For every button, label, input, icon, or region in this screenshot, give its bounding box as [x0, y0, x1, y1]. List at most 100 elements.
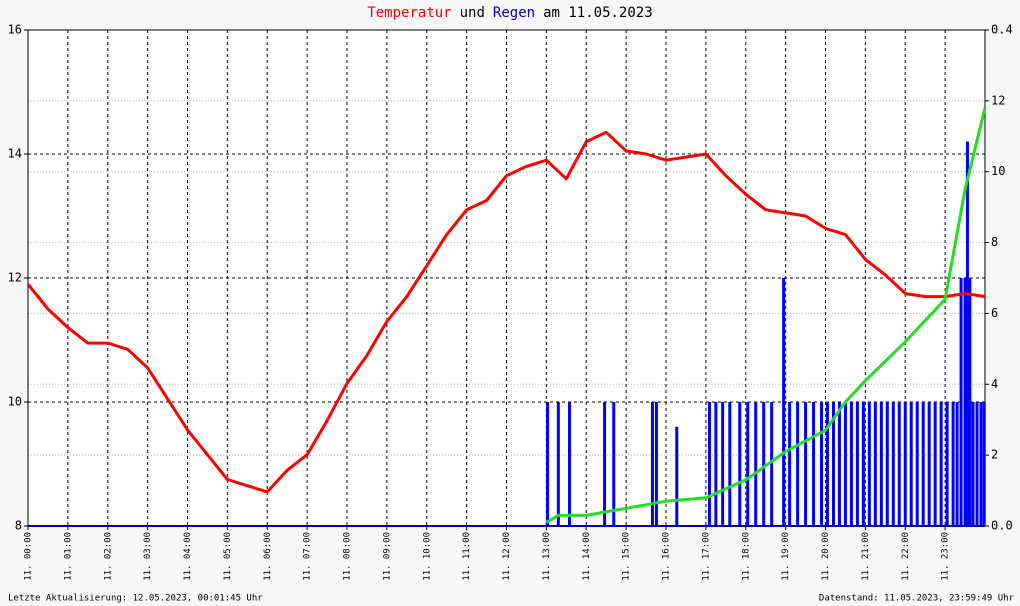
title-part: und [460, 5, 485, 21]
title-part: Temperatur [367, 5, 451, 21]
rain-bar [885, 402, 889, 526]
x-tick-label: 11. 02:00 [103, 532, 113, 581]
rain-bar [849, 402, 853, 526]
y-tick-label: 8 [15, 519, 22, 533]
rain-bar [982, 402, 986, 526]
x-tick-label: 11. 19:00 [781, 532, 791, 581]
x-tick-label: 11. 14:00 [582, 532, 592, 581]
x-tick-label: 11. 05:00 [223, 532, 233, 581]
x-tick-label: 11. 15:00 [622, 532, 632, 581]
rain-bar [955, 402, 959, 526]
rain-bar [675, 426, 679, 526]
x-tick-label: 11. 20:00 [821, 532, 831, 581]
chart-title: Temperatur und Regen am 11.05.2023 [367, 5, 652, 21]
rain-bar [921, 402, 925, 526]
rain-bar [915, 402, 919, 526]
rain-bar [650, 402, 654, 526]
x-tick-label: 11. 06:00 [263, 532, 273, 581]
x-tick-label: 11. 00:00 [24, 532, 34, 581]
rain-bar [728, 402, 732, 526]
rain-bar [963, 278, 967, 526]
rain-bar [861, 402, 865, 526]
rain-bar [556, 402, 560, 526]
rain-bar [707, 402, 711, 526]
rain-bar [971, 402, 975, 526]
rain-bar [909, 402, 913, 526]
x-tick-label: 11. 12:00 [502, 532, 512, 581]
rain-bar [770, 402, 774, 526]
y3-tick-label: 0.0 [991, 519, 1013, 533]
title-part: am 11.05.2023 [543, 5, 653, 21]
rain-bar [804, 402, 808, 526]
rain-bar [891, 402, 895, 526]
x-tick-label: 11. 23:00 [941, 532, 951, 581]
x-tick-label: 11. 09:00 [382, 532, 392, 581]
y3-tick-label: 0.4 [991, 23, 1013, 37]
y2-tick-label: 4 [991, 377, 998, 391]
rain-bar [867, 402, 871, 526]
rain-bar [903, 402, 907, 526]
y2-tick-label: 10 [991, 164, 1005, 178]
data-line [545, 107, 987, 524]
y-tick-label: 12 [8, 271, 22, 285]
rain-bar [754, 402, 758, 526]
y-tick-label: 10 [8, 395, 22, 409]
rain-bar [738, 402, 742, 526]
x-tick-label: 11. 01:00 [63, 532, 73, 581]
rain-bar [825, 402, 829, 526]
rain-bar [951, 402, 955, 526]
rain-bar [879, 402, 883, 526]
rain-bar [603, 402, 607, 526]
rain-bar [796, 402, 800, 526]
x-tick-label: 11. 11:00 [462, 532, 472, 581]
rain-bar [959, 278, 963, 526]
x-tick-label: 11. 21:00 [861, 532, 871, 581]
rain-bar [546, 402, 550, 526]
rain-bar [654, 402, 658, 526]
rain-bar [945, 402, 949, 526]
rain-bar [612, 402, 616, 526]
rain-bar [927, 402, 931, 526]
rain-bar [714, 402, 718, 526]
rain-bar [979, 402, 983, 526]
title-part: Regen [493, 5, 535, 21]
y2-tick-label: 2 [991, 448, 998, 462]
rain-bar [746, 402, 750, 526]
rain-bar [721, 402, 725, 526]
y-tick-label: 16 [8, 23, 22, 37]
rain-bar [788, 402, 792, 526]
rain-bar [831, 402, 835, 526]
rain-bar [873, 402, 877, 526]
rain-bar [843, 402, 847, 526]
y2-tick-label: 8 [991, 235, 998, 249]
x-tick-label: 11. 16:00 [662, 532, 672, 581]
footer-left: Letzte Aktualisierung: 12.05.2023, 00:01… [8, 594, 263, 604]
y2-tick-label: 12 [991, 93, 1005, 107]
rain-bar [897, 402, 901, 526]
data-line [26, 130, 986, 494]
rain-bar [939, 402, 943, 526]
x-tick-label: 11. 17:00 [701, 532, 711, 581]
x-tick-label: 11. 18:00 [741, 532, 751, 581]
rain-bar [812, 402, 816, 526]
rain-bar [965, 141, 969, 526]
x-tick-label: 11. 10:00 [422, 532, 432, 581]
x-tick-label: 11. 07:00 [303, 532, 313, 581]
rain-bar [837, 402, 841, 526]
x-tick-label: 11. 08:00 [343, 532, 353, 581]
rain-bar [762, 402, 766, 526]
rain-bar [568, 402, 572, 526]
rain-bar [975, 402, 979, 526]
x-tick-label: 11. 22:00 [901, 532, 911, 581]
x-tick-label: 11. 03:00 [143, 532, 153, 581]
footer-right: Datenstand: 11.05.2023, 23:59:49 Uhr [819, 594, 1015, 604]
rain-bar [782, 278, 786, 526]
y-tick-label: 14 [8, 147, 22, 161]
x-tick-label: 11. 04:00 [183, 532, 193, 581]
rain-bar [968, 278, 972, 526]
y2-tick-label: 6 [991, 306, 998, 320]
rain-bar [820, 402, 824, 526]
rain-bar [855, 402, 859, 526]
